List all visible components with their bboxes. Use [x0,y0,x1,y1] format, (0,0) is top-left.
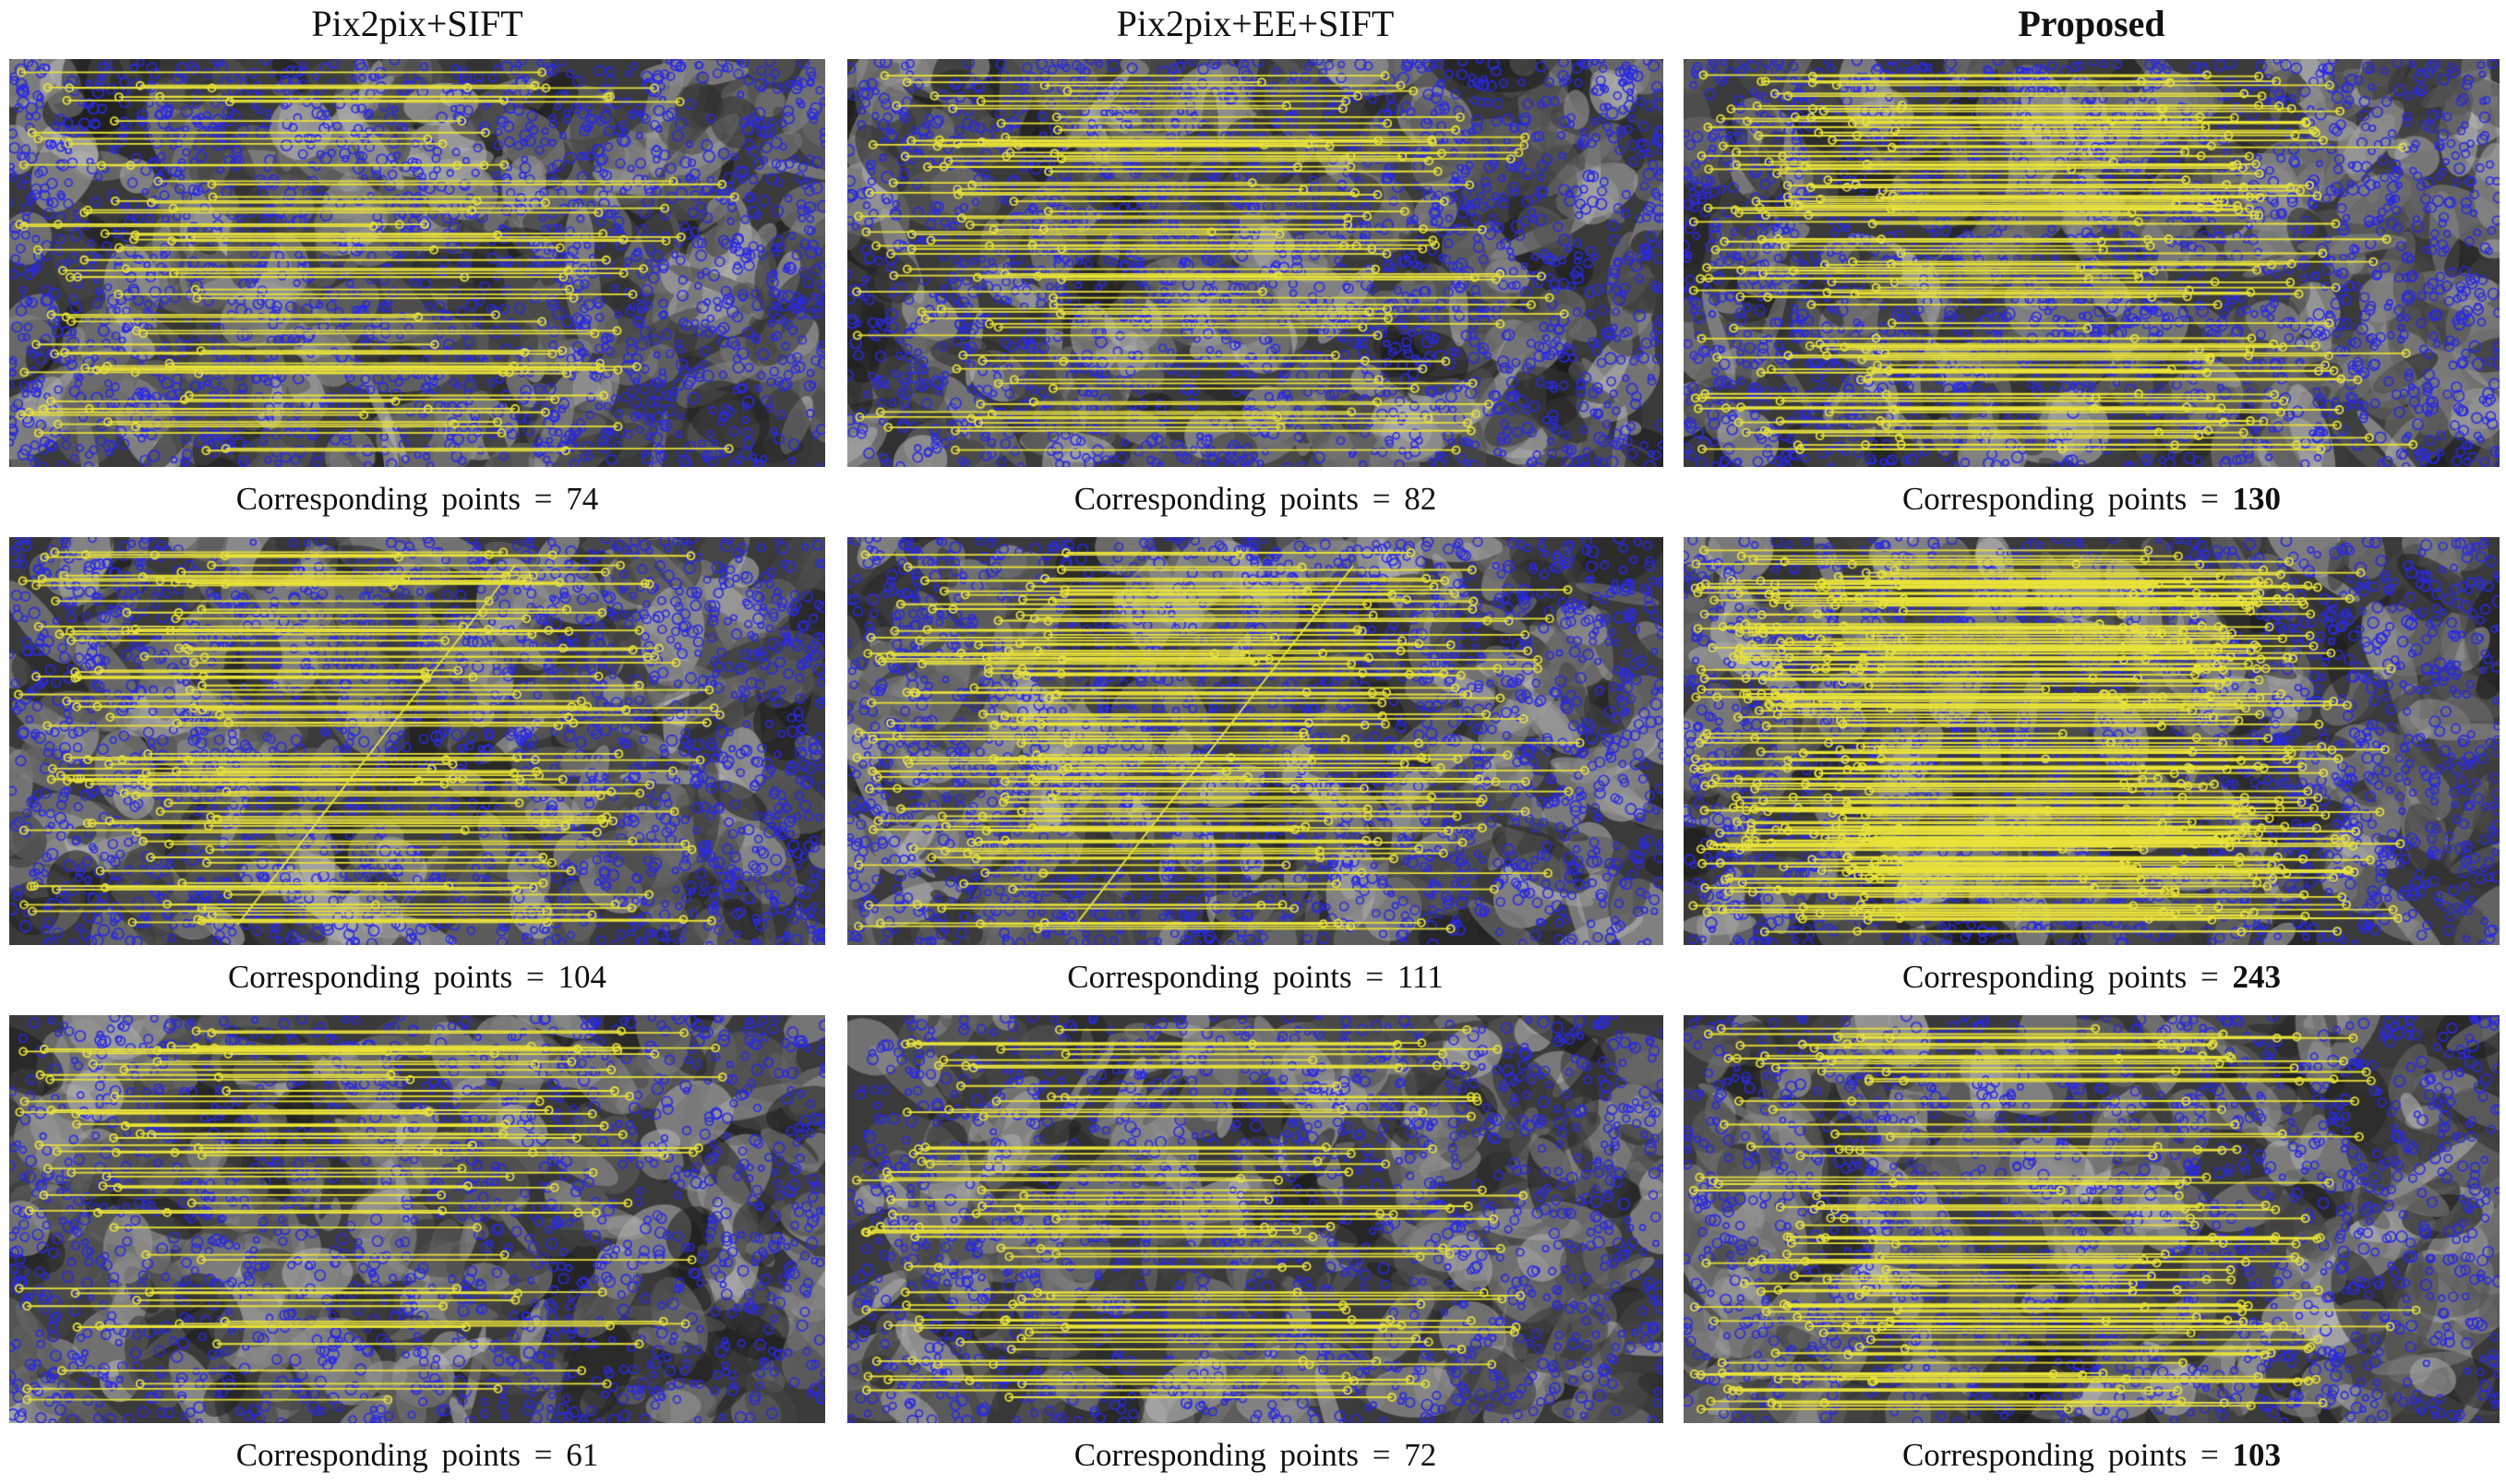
caption-label: Corresponding points = [235,481,553,517]
caption-label: Corresponding points = [1901,959,2219,995]
caption-r2-c3: Corresponding points = 243 [1684,954,2500,1000]
point-count: 243 [2232,959,2282,995]
point-count: 61 [566,1437,599,1473]
column-title-proposed: Proposed [2018,3,2165,44]
column-title-pix2pix-ee-sift: Pix2pix+EE+SIFT [1116,3,1395,44]
caption-r3-c3: Corresponding points = 103 [1684,1432,2500,1478]
caption-label: Corresponding points = [1901,1437,2219,1473]
match-image-r2-c1 [9,537,825,945]
match-image-r1-c2 [847,59,1663,467]
match-image-r3-c1 [9,1015,825,1423]
point-count: 72 [1404,1437,1437,1473]
column-title-pix2pix-sift: Pix2pix+SIFT [311,3,523,44]
point-count: 130 [2232,481,2282,517]
match-image-r2-c2 [847,537,1663,945]
point-count: 103 [2232,1437,2282,1473]
point-count: 82 [1404,481,1437,517]
caption-r2-c1: Corresponding points = 104 [9,954,825,1000]
point-count: 74 [566,481,599,517]
match-image-r2-c3 [1684,537,2500,945]
caption-r3-c1: Corresponding points = 61 [9,1432,825,1478]
point-count: 111 [1397,959,1444,995]
match-image-r1-c3 [1684,59,2500,467]
caption-label: Corresponding points = [1901,481,2219,517]
caption-label: Corresponding points = [1073,481,1391,517]
match-image-r3-c3 [1684,1015,2500,1423]
point-count: 104 [558,959,607,995]
caption-label: Corresponding points = [1073,1437,1391,1473]
caption-label: Corresponding points = [227,959,545,995]
caption-r3-c2: Corresponding points = 72 [847,1432,1663,1478]
caption-r1-c2: Corresponding points = 82 [847,476,1663,522]
caption-r1-c3: Corresponding points = 130 [1684,476,2500,522]
match-image-r1-c1 [9,59,825,467]
caption-label: Corresponding points = [235,1437,553,1473]
caption-label: Corresponding points = [1067,959,1385,995]
match-image-r3-c2 [847,1015,1663,1423]
caption-r1-c1: Corresponding points = 74 [9,476,825,522]
caption-r2-c2: Corresponding points = 111 [847,954,1663,1000]
